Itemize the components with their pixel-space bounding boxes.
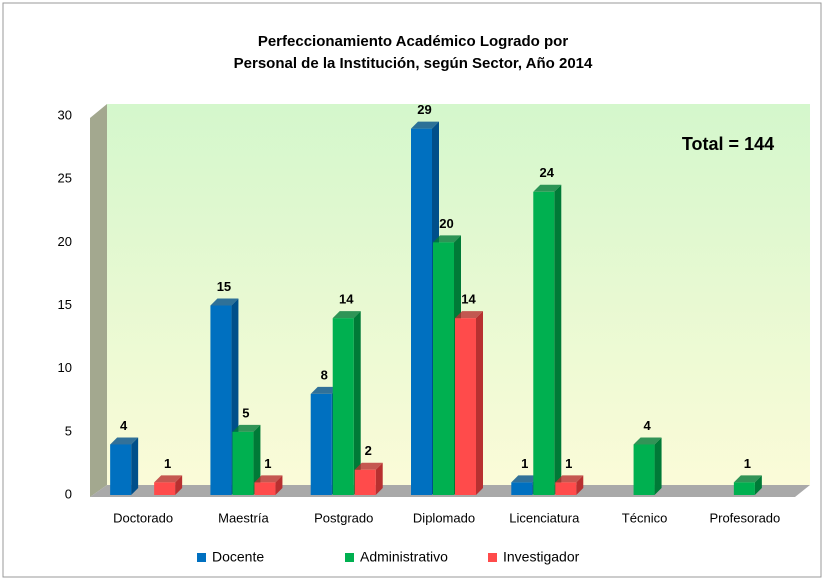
value-label: 20 bbox=[439, 216, 453, 231]
value-label: 4 bbox=[643, 418, 651, 433]
y-tick-label: 25 bbox=[58, 171, 72, 186]
bar-side bbox=[275, 475, 283, 495]
value-label: 29 bbox=[417, 102, 431, 117]
bar-top bbox=[511, 475, 540, 483]
value-label: 1 bbox=[164, 456, 171, 471]
value-label: 1 bbox=[565, 456, 572, 471]
bar bbox=[633, 444, 655, 495]
y-tick-label: 30 bbox=[58, 107, 72, 122]
bar-top bbox=[733, 475, 762, 483]
bar-side bbox=[576, 475, 584, 495]
x-tick-label: Postgrado bbox=[314, 510, 373, 525]
bar-top bbox=[254, 475, 283, 483]
bar-side bbox=[654, 437, 662, 495]
chart-title: Personal de la Institución, según Sector… bbox=[234, 55, 593, 72]
bar-side bbox=[353, 311, 361, 495]
bar-top bbox=[411, 121, 439, 129]
bar-top bbox=[332, 311, 361, 319]
value-label: 15 bbox=[217, 279, 231, 294]
x-tick-label: Maestría bbox=[218, 510, 269, 525]
bar-top bbox=[633, 437, 662, 445]
value-label: 14 bbox=[461, 292, 476, 307]
bar-side bbox=[375, 462, 383, 495]
value-label: 2 bbox=[365, 443, 372, 458]
bar bbox=[110, 444, 132, 495]
bar-side bbox=[175, 475, 183, 495]
value-label: 14 bbox=[339, 292, 354, 307]
bar bbox=[433, 242, 454, 495]
x-tick-label: Licenciatura bbox=[509, 510, 580, 525]
chart-title: Perfeccionamiento Académico Logrado por bbox=[258, 33, 569, 50]
bar-top bbox=[210, 298, 239, 306]
x-tick-label: Técnico bbox=[622, 510, 668, 525]
x-tick-label: Doctorado bbox=[113, 510, 173, 525]
bar-side bbox=[253, 424, 261, 495]
value-label: 24 bbox=[540, 165, 555, 180]
bar bbox=[733, 482, 755, 495]
bar-top bbox=[433, 235, 461, 243]
value-label: 1 bbox=[264, 456, 271, 471]
bar-side bbox=[476, 311, 483, 495]
y-tick-label: 0 bbox=[65, 486, 72, 501]
bar-side bbox=[754, 475, 762, 495]
value-label: 8 bbox=[321, 367, 328, 382]
bar-top bbox=[232, 424, 261, 432]
legend-label: Docente bbox=[212, 549, 264, 565]
bar bbox=[232, 431, 254, 495]
value-label: 5 bbox=[242, 405, 249, 420]
legend-swatch bbox=[488, 553, 497, 562]
bar bbox=[310, 393, 332, 495]
y-tick-label: 10 bbox=[58, 360, 72, 375]
value-label: 1 bbox=[744, 456, 751, 471]
legend-label: Administrativo bbox=[360, 549, 448, 565]
y-tick-label: 5 bbox=[65, 423, 72, 438]
bar bbox=[511, 482, 533, 495]
bar-top bbox=[555, 475, 584, 483]
bar bbox=[555, 482, 577, 495]
bar bbox=[332, 318, 354, 495]
value-label: 4 bbox=[120, 418, 128, 433]
bar bbox=[411, 128, 432, 495]
legend-label: Investigador bbox=[503, 549, 580, 565]
bar bbox=[254, 482, 276, 495]
annotation: Total = 144 bbox=[682, 134, 774, 154]
legend-swatch bbox=[197, 553, 206, 562]
bar-side bbox=[131, 437, 139, 495]
bar-top bbox=[310, 386, 339, 394]
legend-swatch bbox=[345, 553, 354, 562]
x-tick-label: Profesorado bbox=[709, 510, 780, 525]
y-tick-label: 15 bbox=[58, 297, 72, 312]
bar-top bbox=[354, 462, 383, 470]
bar bbox=[354, 469, 376, 495]
bar bbox=[154, 482, 176, 495]
bar-top bbox=[533, 184, 562, 192]
bar-top bbox=[455, 311, 483, 319]
bar-top bbox=[154, 475, 183, 483]
bar bbox=[455, 318, 476, 495]
bar bbox=[210, 305, 232, 495]
x-tick-label: Diplomado bbox=[413, 510, 475, 525]
y-tick-label: 20 bbox=[58, 234, 72, 249]
bar bbox=[533, 191, 555, 496]
value-label: 1 bbox=[521, 456, 528, 471]
side-wall bbox=[90, 104, 107, 497]
bar-side bbox=[554, 184, 562, 496]
bar-top bbox=[110, 437, 139, 445]
